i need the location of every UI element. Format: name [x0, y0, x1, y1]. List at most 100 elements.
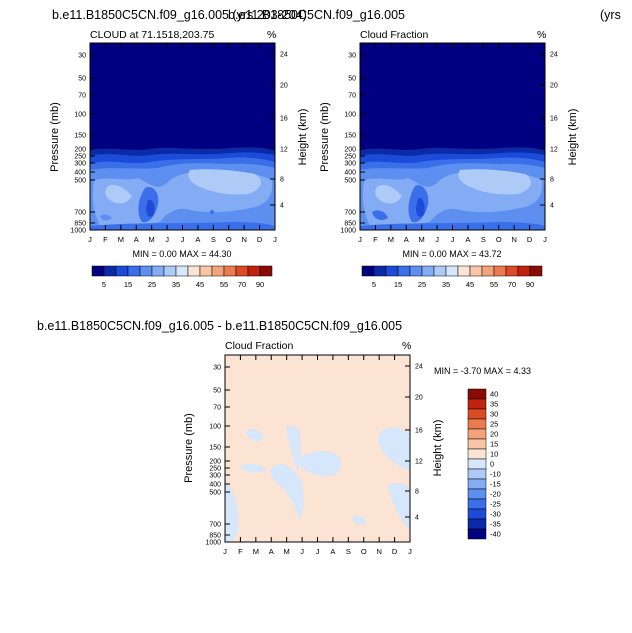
x-tick-label: O	[226, 235, 232, 244]
y-axis-label-difference: Pressure (mb)	[183, 413, 195, 483]
x-tick-label: A	[195, 235, 200, 244]
figure-title-left: b.e11.B1850C5CN.f09_g16.005 (yrs 203-204…	[52, 8, 307, 22]
y-tick-label: 30	[213, 365, 221, 372]
y-tick-label: 300	[74, 161, 86, 168]
stats-model2: MIN = 0.00 MAX = 43.72	[402, 249, 501, 259]
y-tick-label: 100	[209, 424, 221, 431]
panel-model1: CLOUD at 71.1518,203.75 % 30 50 70 100 150 20…	[49, 29, 309, 289]
colorbar-swatch	[223, 265, 237, 277]
y-right-tick-label: 24	[280, 52, 288, 59]
colorbar-swatch	[467, 468, 487, 480]
colorbar-swatch	[467, 408, 487, 420]
contour-field-model1	[90, 43, 275, 230]
colorbar-label: 35	[172, 280, 180, 289]
x-tick-label: M	[118, 235, 124, 244]
colorbar-swatch	[151, 265, 165, 277]
colorbar-swatch	[409, 265, 423, 277]
colorbar-swatch	[467, 458, 487, 470]
colorbar-label: 15	[124, 280, 132, 289]
colorbar-label: -40	[490, 530, 501, 539]
x-tick-label: J	[435, 235, 439, 244]
colorbar-swatch	[517, 265, 531, 277]
colorbar-label: -20	[490, 490, 501, 499]
y-axis-label-model1: Pressure (mb)	[49, 102, 61, 172]
y-right-tick-label: 8	[550, 177, 554, 184]
colorbar-swatch	[457, 265, 471, 277]
colorbar-swatch	[467, 388, 487, 400]
figure-title-overlap: b.e11.B1850C5CN.f09_g16.005	[228, 8, 405, 22]
colorbar-swatch	[467, 438, 487, 450]
colorbar-label: 20	[490, 430, 498, 439]
x-tick-label: A	[465, 235, 470, 244]
colorbar-swatch	[211, 265, 225, 277]
colorbar-swatch	[199, 265, 213, 277]
y-right-tick-label: 16	[550, 116, 558, 123]
x-tick-label: N	[376, 547, 381, 556]
unit-label-model2: %	[537, 29, 546, 41]
y-tick-label: 500	[209, 490, 221, 497]
colorbar-label: 55	[490, 280, 498, 289]
x-tick-label: J	[223, 547, 227, 556]
y-tick-label: 250	[74, 154, 86, 161]
stats-difference: MIN = -3.70 MAX = 4.33	[434, 366, 531, 376]
y-right-tick-label: 12	[280, 147, 288, 154]
colorbar-swatch	[259, 265, 273, 277]
y-tick-label: 200	[209, 459, 221, 466]
colorbar-label: 25	[418, 280, 426, 289]
x-tick-label: N	[241, 235, 246, 244]
colorbar-swatch	[373, 265, 387, 277]
colorbar-label: 25	[490, 420, 498, 429]
y-tick-label: 150	[344, 133, 356, 140]
colorbar-swatch	[127, 265, 141, 277]
colorbar-label: 30	[490, 410, 498, 419]
y-tick-label: 700	[209, 522, 221, 529]
y-right-tick-label: 20	[415, 395, 423, 402]
colorbar-swatch	[493, 265, 507, 277]
colorbar-label: 70	[508, 280, 516, 289]
y-tick-label: 100	[74, 112, 86, 119]
x-tick-label: D	[392, 547, 398, 556]
y-tick-label: 400	[74, 170, 86, 177]
x-tick-label: J	[181, 235, 185, 244]
colorbar-label: -25	[490, 500, 501, 509]
y-tick-label: 30	[78, 53, 86, 60]
unit-label-model1: %	[267, 29, 276, 41]
y-tick-label: 50	[213, 388, 221, 395]
colorbar-swatch	[467, 398, 487, 410]
colorbar-swatch	[467, 478, 487, 490]
y-tick-label: 400	[344, 170, 356, 177]
y-right-tick-label: 4	[550, 203, 554, 210]
x-tick-label: A	[134, 235, 139, 244]
x-tick-label: J	[165, 235, 169, 244]
colorbar-label: 25	[148, 280, 156, 289]
y-tick-label: 50	[348, 76, 356, 83]
y-right-tick-label: 12	[415, 459, 423, 466]
colorbar-label: 35	[490, 400, 498, 409]
colorbar-swatch	[361, 265, 375, 277]
y-right-tick-label: 16	[415, 428, 423, 435]
x-tick-label: O	[361, 547, 367, 556]
panel-title-difference: Cloud Fraction	[225, 340, 293, 352]
x-tick-label: F	[238, 547, 243, 556]
colorbar-swatch	[445, 265, 459, 277]
colorbar-swatch	[467, 508, 487, 520]
y-axis-label-model2: Pressure (mb)	[319, 102, 331, 172]
y-tick-label: 1000	[205, 540, 221, 547]
figure-title-right-clipped: (yrs	[600, 8, 621, 22]
x-tick-label: F	[103, 235, 108, 244]
x-tick-label: A	[269, 547, 274, 556]
colorbar-label: 5	[372, 280, 376, 289]
colorbar-swatch	[385, 265, 399, 277]
colorbar-swatch	[247, 265, 261, 277]
y-right-tick-label: 24	[550, 52, 558, 59]
y-right-tick-label: 20	[550, 83, 558, 90]
stats-model1: MIN = 0.00 MAX = 44.30	[132, 249, 231, 259]
y-tick-label: 150	[74, 133, 86, 140]
y-tick-label: 150	[209, 445, 221, 452]
colorbar-swatch	[175, 265, 189, 277]
colorbar-swatch	[467, 498, 487, 510]
colorbar-swatch	[505, 265, 519, 277]
x-tick-label: M	[388, 235, 394, 244]
